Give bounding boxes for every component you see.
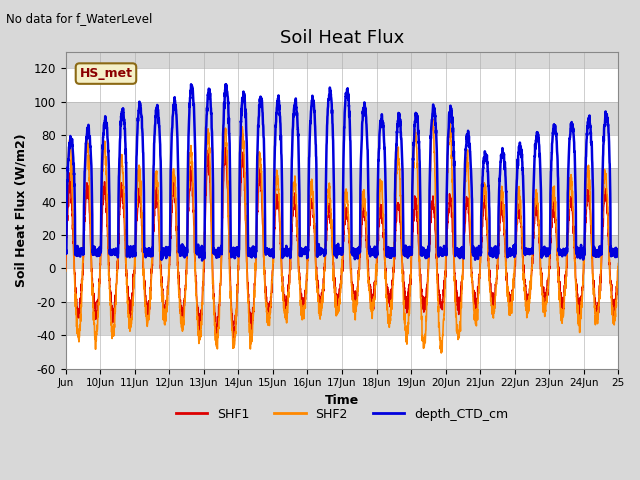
depth_CTD_cm xyxy=(614,249,622,254)
depth_CTD_cm xyxy=(62,249,70,255)
SHF1 xyxy=(62,266,70,272)
SHF2 xyxy=(429,116,436,122)
Bar xyxy=(66,135,618,168)
Bar xyxy=(66,335,618,369)
depth_CTD_cm xyxy=(175,249,182,255)
Bar xyxy=(66,102,618,135)
Line: depth_CTD_cm: depth_CTD_cm xyxy=(66,84,618,261)
Y-axis label: Soil Heat Flux (W/m2): Soil Heat Flux (W/m2) xyxy=(15,133,28,287)
Text: HS_met: HS_met xyxy=(79,67,132,80)
SHF1 xyxy=(230,338,238,344)
SHF2 xyxy=(437,350,445,356)
depth_CTD_cm xyxy=(531,163,538,168)
SHF2 xyxy=(614,261,622,266)
Bar xyxy=(66,69,618,102)
depth_CTD_cm xyxy=(222,81,230,87)
SHF1 xyxy=(221,144,229,150)
SHF2 xyxy=(609,304,616,310)
Legend: SHF1, SHF2, depth_CTD_cm: SHF1, SHF2, depth_CTD_cm xyxy=(171,403,513,426)
depth_CTD_cm xyxy=(462,147,470,153)
SHF2 xyxy=(62,268,70,274)
depth_CTD_cm xyxy=(198,258,206,264)
SHF1 xyxy=(413,214,421,219)
SHF1 xyxy=(531,220,538,226)
Bar xyxy=(66,302,618,335)
SHF2 xyxy=(175,290,182,296)
Text: No data for f_WaterLevel: No data for f_WaterLevel xyxy=(6,12,153,25)
depth_CTD_cm xyxy=(413,115,421,121)
Bar xyxy=(66,202,618,235)
Bar xyxy=(66,268,618,302)
Line: SHF1: SHF1 xyxy=(66,147,618,341)
SHF1 xyxy=(609,300,616,306)
Bar xyxy=(66,235,618,268)
SHF1 xyxy=(497,201,505,207)
X-axis label: Time: Time xyxy=(325,394,359,407)
SHF2 xyxy=(413,145,420,151)
depth_CTD_cm xyxy=(497,152,505,158)
depth_CTD_cm xyxy=(609,248,616,253)
Line: SHF2: SHF2 xyxy=(66,119,618,353)
SHF1 xyxy=(175,273,182,278)
SHF1 xyxy=(614,264,622,270)
SHF2 xyxy=(497,188,505,193)
Bar xyxy=(66,168,618,202)
Title: Soil Heat Flux: Soil Heat Flux xyxy=(280,29,404,48)
SHF2 xyxy=(462,172,470,178)
SHF2 xyxy=(531,210,538,216)
SHF1 xyxy=(462,206,470,212)
